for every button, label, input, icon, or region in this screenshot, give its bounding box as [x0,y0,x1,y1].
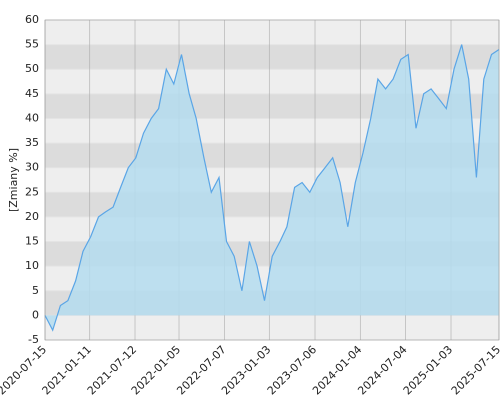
x-tick-label: 2025-07-15 [449,343,500,397]
y-tick-label: 25 [25,185,39,198]
y-tick-label: 35 [25,136,39,149]
line [44,44,500,332]
y-tick-label: 0 [32,308,39,321]
y-tick-label: 55 [25,38,39,51]
y-tick-label: 10 [25,259,39,272]
y-tick-label: 5 [32,284,39,297]
y-tick-label: 15 [25,235,39,248]
y-tick-label: 40 [25,111,39,124]
y-tick-label: 20 [25,210,39,223]
x-tick-label: 2025-01-03 [401,343,455,397]
y-tick-label: 60 [25,13,39,26]
grid-band [45,44,499,70]
plot-border [44,19,500,341]
y-tick-label: -5 [28,333,39,346]
area-fill [45,44,499,331]
y-axis-label: [Zmiany %] [7,148,20,212]
y-tick-label: 30 [25,161,39,174]
y-tick-label: 45 [25,87,39,100]
y-tick-label: 50 [25,62,39,75]
